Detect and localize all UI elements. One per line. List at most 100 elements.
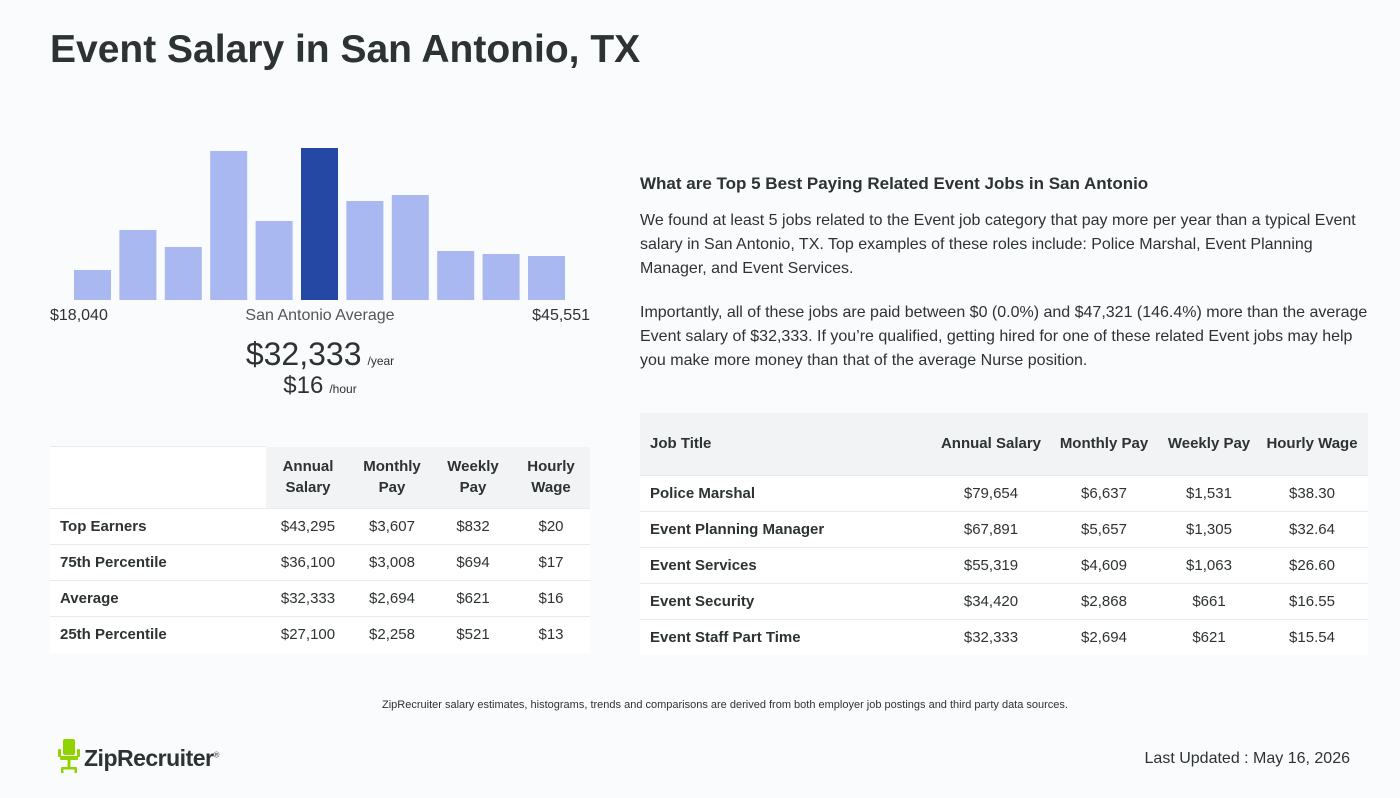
logo-wordmark: ZipRecruiter® <box>84 745 219 772</box>
cell-hourly: $38.30 <box>1256 474 1368 511</box>
table-row: Top Earners $43,295 $3,607 $832 $20 <box>50 508 590 545</box>
histogram-bar <box>164 247 202 300</box>
cell-annual: $32,333 <box>266 580 350 617</box>
histogram-bar <box>255 221 293 300</box>
cell-annual: $79,654 <box>936 474 1046 511</box>
header-hourly-wage: Hourly Wage <box>1256 413 1368 475</box>
cell-hourly: $16.55 <box>1256 582 1368 619</box>
related-jobs-paragraph-2: Importantly, all of these jobs are paid … <box>640 304 1368 369</box>
table-row: 25th Percentile $27,100 $2,258 $521 $13 <box>50 616 590 653</box>
cell-annual: $27,100 <box>266 616 350 653</box>
header-weekly-pay: Weekly Pay <box>434 446 512 509</box>
table-row: Police Marshal $79,654 $6,637 $1,531 $38… <box>640 474 1368 511</box>
cell-hourly: $32.64 <box>1256 510 1368 547</box>
logo-registered-mark: ® <box>213 749 219 759</box>
cell-monthly: $2,694 <box>1046 618 1162 655</box>
histogram-bar <box>119 230 157 300</box>
data-source-note: ZipRecruiter salary estimates, histogram… <box>382 699 1068 711</box>
header-monthly-pay: Monthly Pay <box>350 446 434 509</box>
job-title: Event Staff Part Time <box>640 618 936 655</box>
average-hourly-value: $16 <box>283 372 324 399</box>
cell-annual: $43,295 <box>266 508 350 545</box>
cell-hourly: $20 <box>512 508 590 545</box>
cell-weekly: $1,531 <box>1162 474 1256 511</box>
cell-annual: $67,891 <box>936 510 1046 547</box>
cell-monthly: $3,008 <box>350 544 434 581</box>
cell-weekly: $832 <box>434 508 512 545</box>
cell-weekly: $1,063 <box>1162 546 1256 583</box>
related-jobs-heading: What are Top 5 Best Paying Related Event… <box>640 174 1149 193</box>
row-label: 75th Percentile <box>50 544 266 581</box>
table-row: Event Staff Part Time $32,333 $2,694 $62… <box>640 618 1368 655</box>
cell-monthly: $6,637 <box>1046 474 1162 511</box>
header-annual-salary: Annual Salary <box>266 446 350 509</box>
histogram-svg <box>74 148 565 300</box>
header-weekly-pay: Weekly Pay <box>1162 413 1256 475</box>
header-job-title: Job Title <box>640 413 936 475</box>
cell-weekly: $521 <box>434 616 512 653</box>
histogram-bar <box>391 195 429 300</box>
last-updated: Last Updated : May 16, 2026 <box>1144 750 1350 767</box>
cell-annual: $32,333 <box>936 618 1046 655</box>
cell-weekly: $661 <box>1162 582 1256 619</box>
cell-hourly: $15.54 <box>1256 618 1368 655</box>
header-annual-salary: Annual Salary <box>936 413 1046 475</box>
row-label: Average <box>50 580 266 617</box>
job-title: Event Planning Manager <box>640 510 936 547</box>
cell-weekly: $1,305 <box>1162 510 1256 547</box>
header-hourly-wage: Hourly Wage <box>512 446 590 509</box>
row-label: Top Earners <box>50 508 266 545</box>
cell-hourly: $13 <box>512 616 590 653</box>
histogram-bar <box>346 201 384 300</box>
related-jobs-paragraph-1: We found at least 5 jobs related to the … <box>640 212 1356 277</box>
cell-monthly: $4,609 <box>1046 546 1162 583</box>
row-label: 25th Percentile <box>50 616 266 653</box>
histogram-bar <box>482 254 520 300</box>
histogram-bar <box>74 270 111 300</box>
histogram-bar-average <box>301 148 338 300</box>
histogram-average-label: San Antonio Average <box>245 307 395 324</box>
percentile-table: Annual Salary Monthly Pay Weekly Pay Hou… <box>50 446 590 653</box>
average-yearly: $32,333/year <box>50 336 590 373</box>
header-blank <box>50 446 266 509</box>
histogram-bar <box>528 256 565 300</box>
related-jobs-table: Job Title Annual Salary Monthly Pay Week… <box>640 413 1368 655</box>
cell-annual: $55,319 <box>936 546 1046 583</box>
table-row: Event Security $34,420 $2,868 $661 $16.5… <box>640 582 1368 619</box>
ziprecruiter-logo[interactable]: ZipRecruiter® <box>58 738 219 778</box>
histogram-max-label: $45,551 <box>532 307 590 324</box>
related-jobs-table-header: Job Title Annual Salary Monthly Pay Week… <box>640 413 1368 475</box>
average-yearly-unit: /year <box>367 354 395 368</box>
ziprecruiter-chair-icon <box>58 738 80 778</box>
cell-weekly: $694 <box>434 544 512 581</box>
table-row: 75th Percentile $36,100 $3,008 $694 $17 <box>50 544 590 581</box>
page-title: Event Salary in San Antonio, TX <box>50 28 641 71</box>
cell-hourly: $16 <box>512 580 590 617</box>
histogram-labels: $18,040 San Antonio Average $45,551 <box>50 307 590 327</box>
cell-weekly: $621 <box>1162 618 1256 655</box>
average-hourly-unit: /hour <box>329 382 357 396</box>
table-row: Event Planning Manager $67,891 $5,657 $1… <box>640 510 1368 547</box>
histogram-min-label: $18,040 <box>50 307 108 324</box>
histogram-bar <box>210 151 248 300</box>
job-title: Police Marshal <box>640 474 936 511</box>
table-row: Event Services $55,319 $4,609 $1,063 $26… <box>640 546 1368 583</box>
cell-annual: $36,100 <box>266 544 350 581</box>
job-title: Event Services <box>640 546 936 583</box>
cell-monthly: $2,258 <box>350 616 434 653</box>
cell-monthly: $2,868 <box>1046 582 1162 619</box>
average-yearly-value: $32,333 <box>245 336 362 372</box>
cell-monthly: $3,607 <box>350 508 434 545</box>
histogram-bar <box>437 251 475 300</box>
cell-annual: $34,420 <box>936 582 1046 619</box>
cell-hourly: $17 <box>512 544 590 581</box>
cell-monthly: $2,694 <box>350 580 434 617</box>
cell-monthly: $5,657 <box>1046 510 1162 547</box>
header-monthly-pay: Monthly Pay <box>1046 413 1162 475</box>
salary-histogram <box>50 140 590 300</box>
logo-text: ZipRecruiter <box>84 744 214 771</box>
percentile-table-header: Annual Salary Monthly Pay Weekly Pay Hou… <box>50 446 590 509</box>
cell-hourly: $26.60 <box>1256 546 1368 583</box>
job-title: Event Security <box>640 582 936 619</box>
cell-weekly: $621 <box>434 580 512 617</box>
